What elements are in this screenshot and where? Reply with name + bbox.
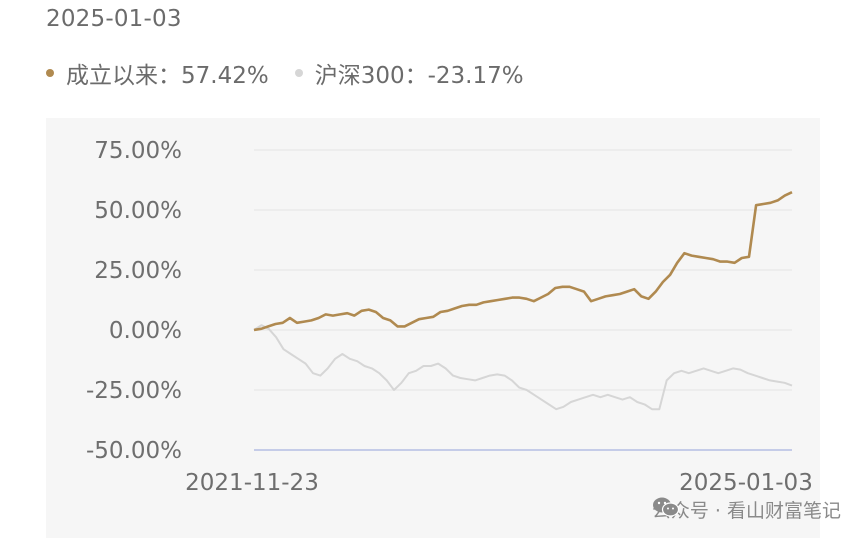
tick-layer: 75.00%50.00%25.00%0.00%-25.00%-50.00%202…	[86, 138, 813, 496]
chart-date-header: 2025-01-03	[46, 6, 182, 32]
legend-label-fund: 成立以来：57.42%	[66, 63, 269, 89]
x-tick-label: 2025-01-03	[679, 470, 813, 496]
legend-dot-fund	[46, 69, 54, 77]
y-tick-label: -25.00%	[86, 378, 182, 404]
y-tick-label: 25.00%	[94, 258, 182, 284]
y-tick-label: 50.00%	[94, 198, 182, 224]
series-line-benchmark	[253, 324, 793, 411]
chart-legend: 成立以来：57.42% 沪深300：-23.17%	[46, 56, 550, 90]
legend-item-fund[interactable]: 成立以来：57.42%	[46, 56, 269, 90]
watermark: 公众号 · 看山财富笔记	[652, 496, 841, 523]
watermark-text: 公众号 · 看山财富笔记	[651, 500, 841, 522]
legend-label-benchmark: 沪深300：-23.17%	[314, 63, 524, 89]
legend-dot-benchmark	[294, 69, 303, 77]
y-tick-label: 75.00%	[94, 138, 182, 164]
wechat-icon	[652, 497, 679, 517]
x-tick-label: 2021-11-23	[185, 470, 319, 496]
legend-item-benchmark[interactable]: 沪深300：-23.17%	[294, 56, 524, 90]
grid-layer	[254, 149, 792, 451]
line-chart-svg: 75.00%50.00%25.00%0.00%-25.00%-50.00%202…	[86, 138, 813, 496]
y-tick-label: -50.00%	[86, 438, 182, 464]
y-tick-label: 0.00%	[109, 318, 182, 344]
chart-area: 75.00% 50.00% 25.00% 0.00% -25.00% -50.00% 202…	[46, 118, 820, 538]
series-layer	[253, 191, 793, 411]
series-line-fund	[253, 191, 793, 332]
